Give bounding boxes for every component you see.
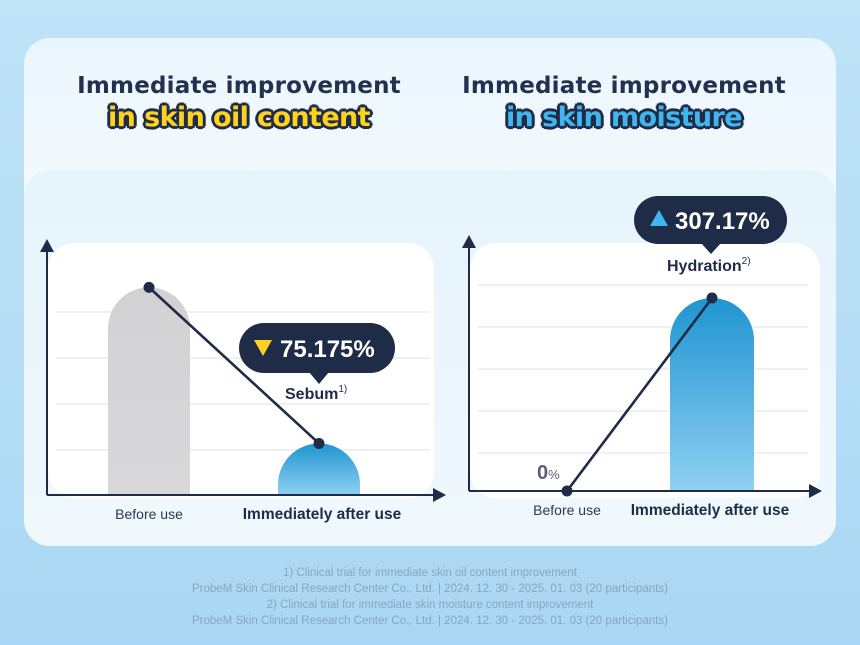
footnote-2-source: ProbeM Skin Clinical Research Center Co.…	[191, 615, 669, 627]
blue-up-triangle-icon	[650, 210, 668, 226]
left-x-tick-before: Before use	[115, 506, 183, 522]
left-bars	[108, 287, 360, 495]
left-metric-sup: 1)	[338, 384, 347, 395]
left-point-before	[143, 281, 155, 293]
right-gridlines	[478, 284, 808, 454]
right-title-line1: Immediate improvement	[462, 73, 786, 99]
right-bar-after	[670, 298, 754, 491]
right-metric-name: Hydration	[667, 258, 742, 275]
left-metric-label: Sebum1)	[285, 384, 347, 403]
left-y-axis-arrow-icon	[40, 239, 54, 252]
left-callout: 75.175%	[239, 323, 395, 384]
right-zero-label: 0%	[537, 462, 560, 484]
left-trend-segment	[148, 286, 320, 445]
left-bar-before	[108, 287, 190, 495]
right-x-tick-before: Before use	[533, 502, 601, 518]
right-metric-label: Hydration2)	[667, 256, 751, 275]
left-trend-line	[143, 281, 325, 449]
right-point-after	[706, 292, 718, 304]
right-x-tick-after: Immediately after use	[631, 502, 790, 519]
footnote-1-source: ProbeM Skin Clinical Research Center Co.…	[191, 583, 669, 595]
right-callout: 307.17%	[634, 196, 787, 254]
left-metric-name: Sebum	[285, 386, 338, 403]
right-point-before	[561, 485, 573, 497]
left-x-axis-arrow-icon	[433, 488, 446, 502]
yellow-down-triangle-icon	[254, 340, 272, 356]
right-x-axis-arrow-icon	[809, 484, 822, 498]
left-title-line1: Immediate improvement	[77, 73, 401, 99]
right-metric-sup: 2)	[742, 256, 751, 267]
right-zero-unit: %	[548, 467, 560, 482]
footnote-2: 2) Clinical trial for immediate skin moi…	[266, 599, 594, 611]
left-title-highlight: in skin oil content	[108, 102, 371, 133]
left-callout-value: 75.175%	[280, 336, 375, 363]
right-chart: 0% Before use Immediately after use 307.…	[462, 196, 822, 519]
footnotes: 1) Clinical trial for immediate skin oil…	[0, 565, 860, 629]
right-trend-segment	[565, 297, 714, 492]
right-bars	[670, 298, 754, 491]
footnote-1: 1) Clinical trial for immediate skin oil…	[283, 567, 577, 579]
right-trend-line	[561, 292, 718, 497]
left-point-after	[313, 437, 325, 449]
left-chart: Before use Immediately after use 75.175%…	[40, 239, 446, 523]
right-callout-value: 307.17%	[675, 208, 770, 235]
right-title-highlight: in skin moisture	[506, 102, 743, 133]
right-y-axis-arrow-icon	[462, 235, 476, 248]
right-zero-value: 0	[537, 462, 548, 484]
left-bar-after	[278, 443, 360, 495]
left-x-tick-after: Immediately after use	[243, 506, 402, 523]
